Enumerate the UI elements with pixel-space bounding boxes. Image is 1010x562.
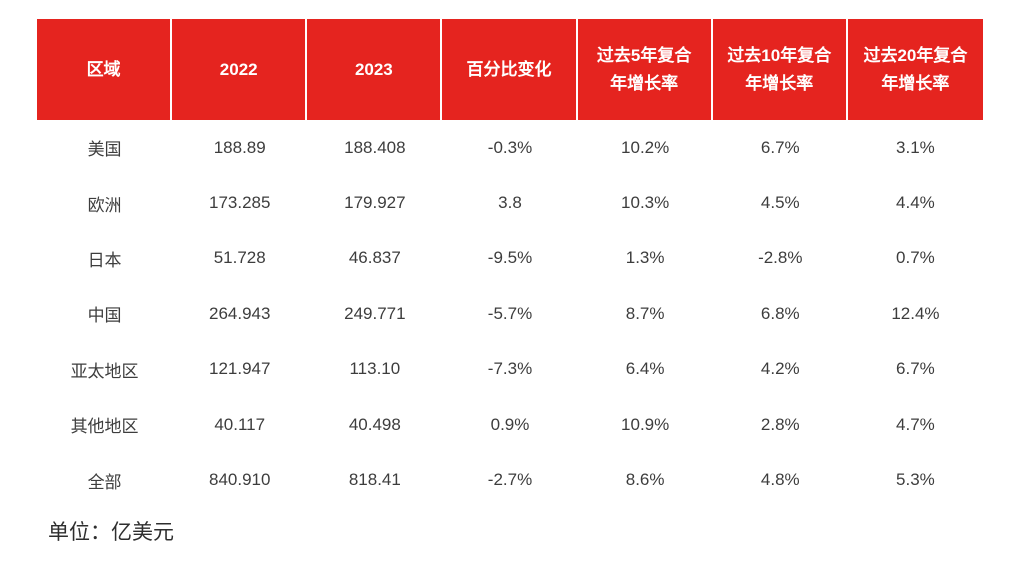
column-header-2023: 2023 [307,19,443,120]
table-row-total: 全部 840.910 818.41 -2.7% 8.6% 4.8% 5.3% [37,452,983,507]
table-cell: 4.4% [896,193,935,213]
table-cell: 818.41 [348,470,401,490]
table-cell: 46.837 [348,248,401,268]
table-row: 日本 51.728 46.837 -9.5% 1.3% -2.8% 0.7% [37,231,983,286]
table-cell: 8.6% [625,470,665,490]
table-cell: 188.408 [344,137,406,157]
table-cell: 188.89 [213,137,266,157]
table-cell: 840.910 [208,470,271,490]
table-cell: 4.7% [896,414,935,434]
regions-growth-table: 区域 2022 2023 百分比变化 过去5年复合 年增长率 过去10年复合 年… [37,19,983,508]
table-cell: -7.3% [487,359,533,379]
table-cell: -0.3% [487,137,533,157]
table-cell: 10.3% [621,193,670,213]
table-cell: 3.8 [498,193,522,213]
column-header-2022: 2022 [172,19,308,120]
table-cell: 6.8% [760,303,800,323]
table-cell: 179.927 [344,193,406,213]
table-cell: -2.7% [487,470,533,490]
table-row: 中国 264.943 249.771 -5.7% 8.7% 6.8% 12.4% [37,286,983,341]
table-cell: 5.3% [896,470,935,490]
table-cell: 113.10 [349,359,401,379]
row-label: 美国 [87,140,122,160]
table-cell: 249.771 [344,303,406,323]
table-cell: 12.4% [891,303,940,323]
row-label: 日本 [87,250,122,270]
table-cell: -9.5% [487,248,533,268]
table-cell: 264.943 [208,303,271,323]
row-label: 全部 [87,472,122,492]
table-cell: 6.7% [896,359,935,379]
row-label: 中国 [87,306,122,326]
table-cell: 4.5% [760,193,800,213]
table-header-row: 区域 2022 2023 百分比变化 过去5年复合 年增长率 过去10年复合 年… [37,19,983,120]
table-cell: 173.285 [208,193,271,213]
row-label: 其他地区 [70,417,139,437]
table-cell: -2.8% [758,248,803,268]
table-row: 欧洲 173.285 179.927 3.8 10.3% 4.5% 4.4% [37,175,983,230]
table-cell: 1.3% [625,248,665,268]
table-cell: 10.9% [621,414,670,434]
table-row: 其他地区 40.117 40.498 0.9% 10.9% 2.8% 4.7% [37,397,983,452]
unit-note: 单位：亿美元 [48,521,174,544]
table-cell: 8.7% [625,303,665,323]
column-header-region: 区域 [37,19,173,120]
column-header-cagr-20y: 过去20年复合 年增长率 [847,19,983,120]
row-label: 欧洲 [87,195,122,215]
table-row: 亚太地区 121.947 113.10 -7.3% 6.4% 4.2% 6.7% [37,342,983,397]
table-cell: 51.728 [213,248,266,268]
table-cell: 4.2% [760,359,800,379]
table-cell: 2.8% [760,414,800,434]
column-header-cagr-10y: 过去10年复合 年增长率 [712,19,848,120]
table-cell: 0.9% [490,414,530,434]
column-header-pct-change: 百分比变化 [442,19,578,120]
table-cell: 0.7% [896,248,935,268]
table-cell: 6.4% [625,359,665,379]
table-cell: 4.8% [760,470,800,490]
table-cell: 40.498 [348,414,401,434]
table-cell: 40.117 [214,414,266,434]
table-cell: 3.1% [896,137,935,157]
column-header-cagr-5y: 过去5年复合 年增长率 [577,19,713,120]
table-row: 美国 188.89 188.408 -0.3% 10.2% 6.7% 3.1% [37,120,983,175]
table-cell: 10.2% [621,137,670,157]
table-cell: -5.7% [487,303,533,323]
table-cell: 6.7% [760,137,800,157]
table-cell: 121.947 [208,359,271,379]
row-label: 亚太地区 [70,361,139,381]
